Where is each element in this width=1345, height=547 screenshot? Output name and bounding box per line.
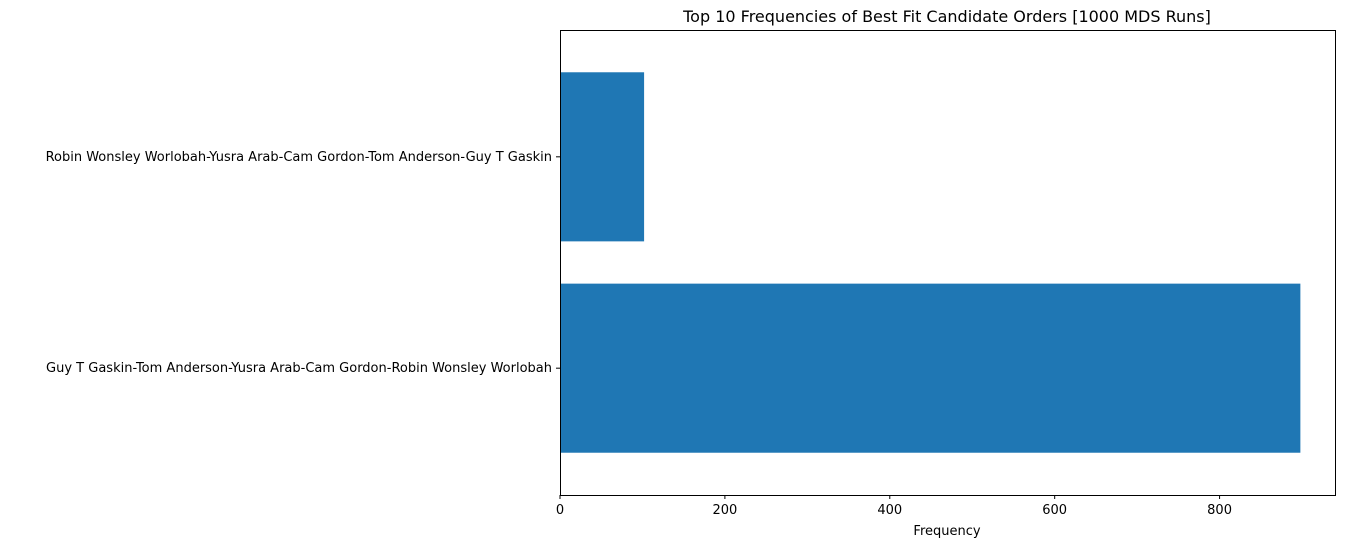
bars-group [560, 72, 1301, 453]
x-tick-label-2: 400 [877, 503, 902, 518]
y-tick-label-0: Guy T Gaskin-Tom Anderson-Yusra Arab-Cam… [46, 361, 552, 376]
bar-0 [560, 283, 1301, 453]
chart-title: Top 10 Frequencies of Best Fit Candidate… [682, 7, 1211, 26]
x-axis-label: Frequency [913, 524, 980, 539]
x-tick-label-1: 200 [712, 503, 737, 518]
x-tick-label-0: 0 [556, 503, 564, 518]
axes-frame [560, 30, 1336, 496]
y-tick-label-1: Robin Wonsley Worlobah-Yusra Arab-Cam Go… [46, 150, 552, 165]
x-tick-label-3: 600 [1042, 503, 1067, 518]
x-axis: 0 200 400 600 800 [556, 495, 1232, 518]
y-axis: Guy T Gaskin-Tom Anderson-Yusra Arab-Cam… [46, 150, 560, 376]
bar-1 [560, 72, 645, 242]
x-tick-label-4: 800 [1207, 503, 1232, 518]
